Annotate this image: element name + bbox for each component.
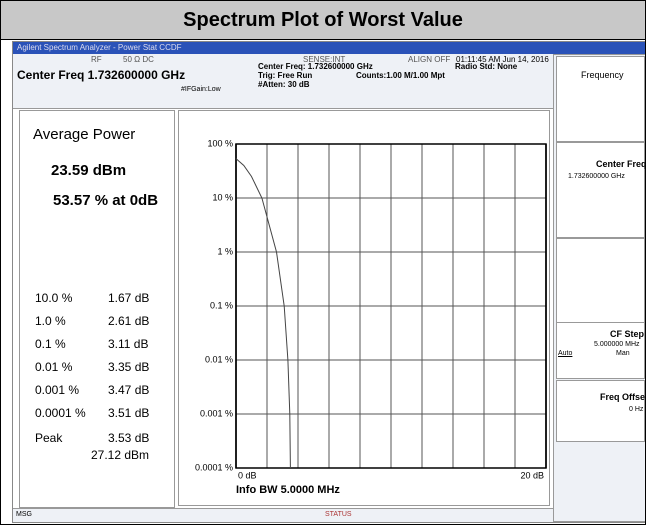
- y-tick-label: 0.001 %: [200, 408, 233, 418]
- cf-step-key: CF Step: [610, 329, 645, 339]
- x-tick-label: 0 dB: [238, 470, 257, 480]
- freq-offset-value: 0 Hz: [629, 406, 644, 413]
- freq-offset-key: Freq Offset: [600, 392, 646, 402]
- center-freq-small: Center Freq: 1.732600000 GHz: [258, 62, 373, 71]
- status: STATUS: [325, 511, 352, 518]
- peak-dbm: 27.12 dBm: [91, 448, 150, 462]
- row-level: 1.0 %: [35, 314, 66, 328]
- time: 01:11:45 AM Jun 14, 2016: [456, 55, 549, 64]
- softkey-freq-offset[interactable]: [556, 380, 645, 442]
- row-value: 3.35 dB: [108, 360, 150, 374]
- window-title: Agilent Spectrum Analyzer - Power Stat C…: [13, 42, 645, 54]
- row-level: 10.0 %: [35, 291, 73, 305]
- row-value: 3.47 dB: [108, 383, 150, 397]
- softkey-cf-step[interactable]: [556, 322, 645, 379]
- row-level: 0.1 %: [35, 337, 66, 351]
- row-value: 2.61 dB: [108, 314, 150, 328]
- ccdf-curve: [235, 158, 291, 469]
- input: 50 Ω DC: [123, 55, 154, 64]
- x-tick-label: 20 dB: [520, 470, 544, 480]
- center-freq-key: Center Freq: [596, 159, 646, 169]
- softkey-blank: [556, 238, 645, 332]
- softkey-menu: [556, 56, 645, 142]
- trig: Trig: Free Run: [258, 71, 313, 80]
- y-tick-label: 0.1 %: [210, 300, 233, 310]
- cf-step-auto[interactable]: Auto: [558, 350, 573, 357]
- graticule-border: [235, 143, 547, 469]
- info-bw: Info BW 5.0000 MHz: [236, 484, 340, 496]
- y-tick-label: 0.01 %: [205, 354, 233, 364]
- results-panel: [19, 110, 175, 508]
- center-freq-value: 1.732600000 GHz: [568, 173, 625, 180]
- cf-step-value: 5.000000 MHz: [594, 341, 640, 348]
- peak-db: 3.53 dB: [108, 431, 150, 445]
- footer: [13, 508, 553, 522]
- screenshot: Agilent Spectrum Analyzer - Power Stat C…: [12, 41, 646, 523]
- peak-label: Peak: [35, 431, 63, 445]
- row-value: 3.11 dB: [108, 337, 149, 351]
- row-value: 1.67 dB: [108, 291, 150, 305]
- plot: 100 % 10 % 1 % 0.1 % 0.01 % 0.001 % 0.0001 % 0 …: [178, 110, 550, 506]
- y-tick-label: 0.0001 %: [195, 462, 233, 472]
- page-title: Spectrum Plot of Worst Value: [1, 1, 645, 40]
- status-bar: [13, 54, 645, 109]
- percent-at-0db: 53.57 % at 0dB: [53, 192, 159, 209]
- align: ALIGN OFF: [408, 55, 451, 64]
- row-level: 0.0001 %: [35, 406, 86, 420]
- center-freq: Center Freq 1.732600000 GHz: [17, 68, 186, 82]
- gain: #IFGain:Low: [181, 86, 221, 93]
- rf: RF: [91, 55, 102, 64]
- y-tick-label: 10 %: [212, 192, 233, 202]
- results-heading: Average Power: [33, 126, 136, 143]
- sense: SENSE:INT: [303, 55, 346, 64]
- menu-title: Frequency: [581, 70, 624, 80]
- average-power: 23.59 dBm: [51, 162, 127, 179]
- y-tick-label: 1 %: [217, 246, 233, 256]
- softkey-center-freq[interactable]: [556, 142, 645, 238]
- cf-step-man[interactable]: Man: [616, 350, 630, 357]
- atten: #Atten: 30 dB: [258, 80, 310, 89]
- row-level: 0.001 %: [35, 383, 80, 397]
- y-tick-label: 100 %: [207, 138, 233, 148]
- counts: Counts:1.00 M/1.00 Mpt: [356, 71, 445, 80]
- radio-std: Radio Std: None: [455, 62, 518, 71]
- plot-frame: [178, 110, 550, 506]
- msg: MSG: [16, 511, 32, 518]
- row-value: 3.51 dB: [108, 406, 150, 420]
- row-level: 0.01 %: [35, 360, 73, 374]
